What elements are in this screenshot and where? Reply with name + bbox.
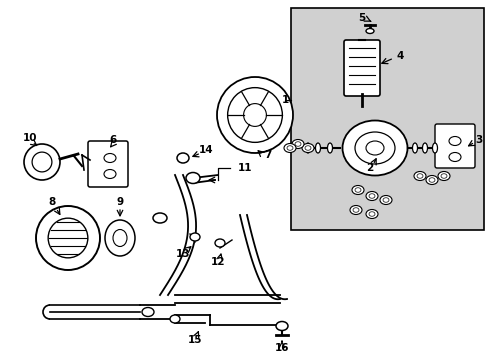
Text: 3: 3: [474, 135, 482, 145]
Circle shape: [36, 206, 100, 270]
Ellipse shape: [104, 153, 116, 162]
Text: 14: 14: [198, 145, 213, 155]
Ellipse shape: [440, 174, 446, 178]
Circle shape: [48, 218, 88, 258]
Ellipse shape: [113, 230, 127, 247]
Circle shape: [24, 144, 60, 180]
FancyBboxPatch shape: [434, 124, 474, 168]
Circle shape: [243, 104, 266, 126]
Ellipse shape: [416, 174, 422, 178]
Ellipse shape: [327, 143, 332, 153]
Text: 6: 6: [109, 135, 116, 145]
Ellipse shape: [177, 153, 189, 163]
Ellipse shape: [448, 136, 460, 145]
Ellipse shape: [305, 143, 310, 153]
Ellipse shape: [342, 121, 407, 175]
Ellipse shape: [422, 143, 427, 153]
Ellipse shape: [349, 206, 361, 215]
FancyBboxPatch shape: [343, 40, 379, 96]
Ellipse shape: [351, 185, 363, 194]
Text: 16: 16: [274, 343, 289, 353]
FancyBboxPatch shape: [88, 141, 128, 187]
Ellipse shape: [284, 144, 295, 153]
Bar: [290, 8, 483, 230]
Ellipse shape: [315, 143, 320, 153]
Ellipse shape: [275, 321, 287, 330]
Ellipse shape: [412, 143, 417, 153]
Ellipse shape: [105, 220, 135, 256]
Ellipse shape: [302, 144, 313, 153]
Ellipse shape: [365, 141, 383, 155]
Text: 12: 12: [210, 257, 225, 267]
Ellipse shape: [305, 146, 310, 150]
Ellipse shape: [365, 210, 377, 219]
Ellipse shape: [365, 192, 377, 201]
Ellipse shape: [354, 132, 394, 164]
Text: 13: 13: [175, 249, 190, 259]
Text: 2: 2: [366, 163, 373, 173]
Ellipse shape: [365, 28, 373, 33]
Text: 15: 15: [187, 335, 202, 345]
Circle shape: [32, 152, 52, 172]
Ellipse shape: [185, 172, 200, 184]
Ellipse shape: [153, 213, 167, 223]
Ellipse shape: [428, 178, 434, 182]
Ellipse shape: [382, 198, 388, 202]
Ellipse shape: [425, 175, 437, 184]
Ellipse shape: [286, 146, 292, 150]
Ellipse shape: [291, 139, 304, 148]
Ellipse shape: [437, 171, 449, 180]
Ellipse shape: [448, 153, 460, 162]
Ellipse shape: [104, 170, 116, 179]
Ellipse shape: [413, 171, 425, 180]
Text: 7: 7: [264, 150, 271, 160]
Ellipse shape: [368, 194, 374, 198]
Text: 8: 8: [48, 197, 56, 207]
Ellipse shape: [431, 143, 437, 153]
Circle shape: [227, 87, 282, 142]
Ellipse shape: [379, 195, 391, 204]
Text: 11: 11: [237, 163, 252, 173]
Ellipse shape: [294, 142, 301, 146]
Ellipse shape: [352, 208, 358, 212]
Circle shape: [217, 77, 292, 153]
Ellipse shape: [170, 315, 180, 323]
Text: 5: 5: [358, 13, 365, 23]
Text: 9: 9: [116, 197, 123, 207]
Ellipse shape: [354, 188, 360, 192]
Ellipse shape: [368, 212, 374, 216]
Ellipse shape: [215, 239, 224, 247]
Text: 1: 1: [281, 95, 288, 105]
Ellipse shape: [190, 233, 200, 241]
Text: 10: 10: [23, 133, 37, 143]
Text: 4: 4: [395, 51, 403, 61]
Ellipse shape: [142, 307, 154, 316]
